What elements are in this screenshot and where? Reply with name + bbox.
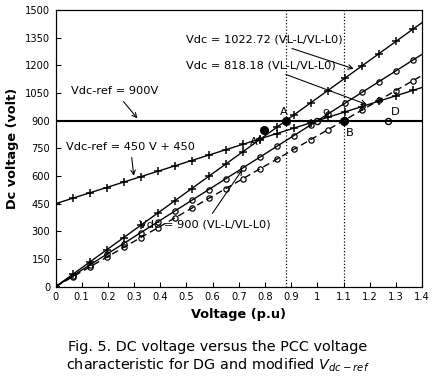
X-axis label: Voltage (p.u): Voltage (p.u) bbox=[191, 308, 286, 321]
Text: D: D bbox=[391, 107, 399, 117]
Text: Vdc-ref = 900V: Vdc-ref = 900V bbox=[71, 86, 159, 117]
Text: Vdc = 1022.72 (VL-L/VL-L0): Vdc = 1022.72 (VL-L/VL-L0) bbox=[187, 35, 353, 69]
Text: B: B bbox=[346, 128, 354, 138]
Text: Vdc = 900 (VL-L/VL-L0): Vdc = 900 (VL-L/VL-L0) bbox=[140, 171, 271, 229]
Text: Vdc = 818.18 (VL-L/VL-L0): Vdc = 818.18 (VL-L/VL-L0) bbox=[187, 61, 366, 105]
Text: o: o bbox=[323, 107, 330, 117]
Text: Vdc-ref = 450 V + 450: Vdc-ref = 450 V + 450 bbox=[66, 141, 195, 174]
Text: Fig. 5. DC voltage versus the PCC voltage
characteristic for DG and modified $V_: Fig. 5. DC voltage versus the PCC voltag… bbox=[66, 340, 370, 374]
Y-axis label: Dc voltage (volt): Dc voltage (volt) bbox=[6, 88, 19, 209]
Text: A': A' bbox=[250, 137, 261, 147]
Text: A: A bbox=[279, 107, 287, 117]
